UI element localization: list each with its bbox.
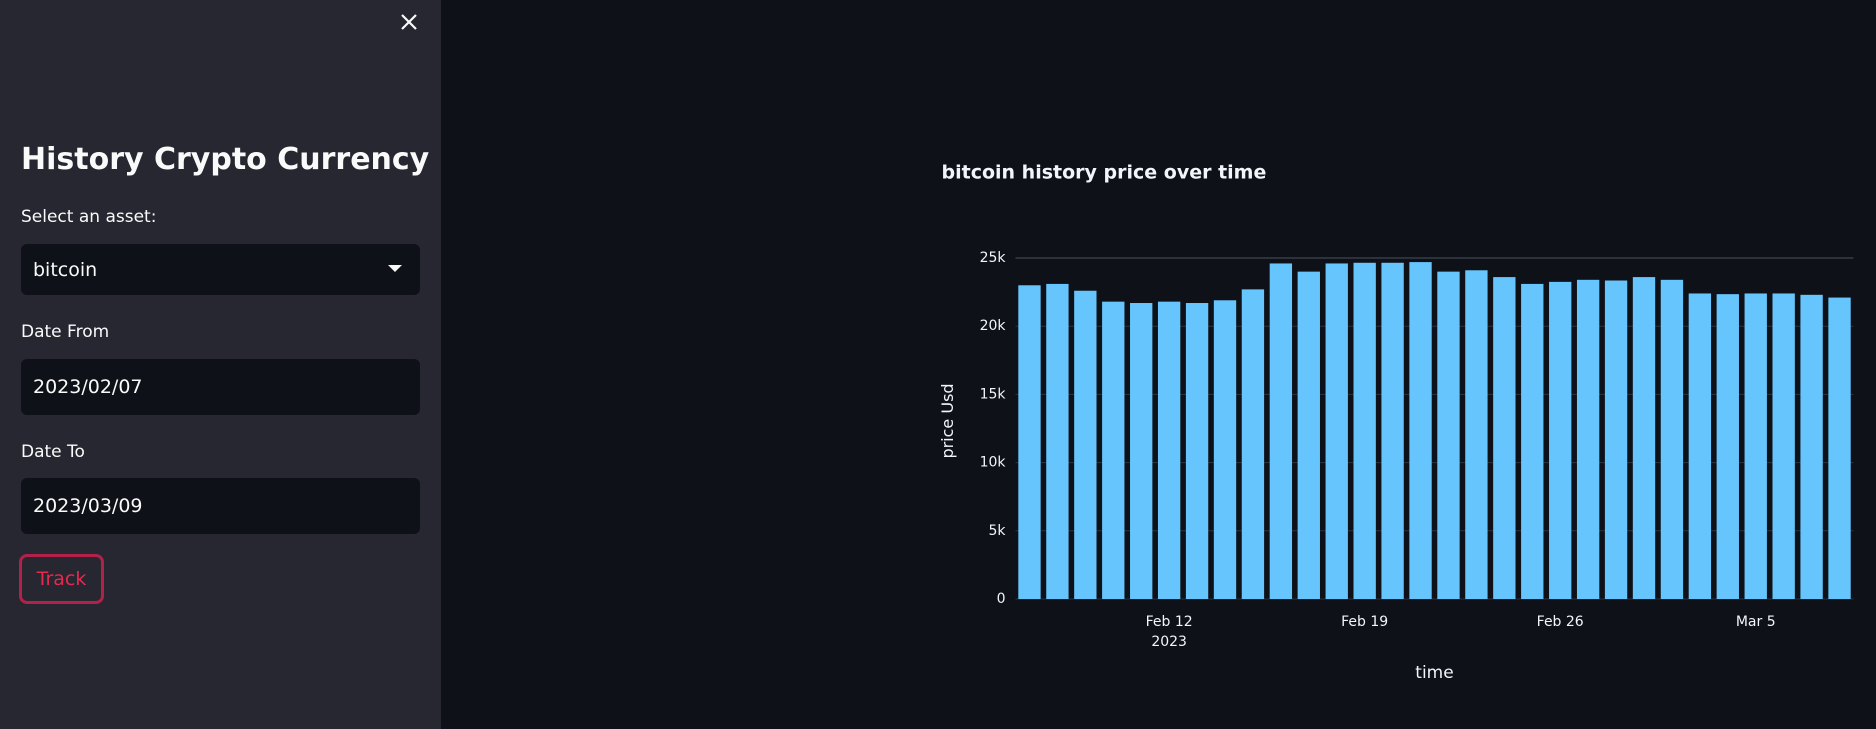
sidebar-title: History Crypto Currency <box>21 142 430 177</box>
bar <box>1130 303 1153 599</box>
date-to-label: Date To <box>21 442 85 462</box>
chart: bitcoin history price over time time pri… <box>938 162 1854 683</box>
bar <box>1576 279 1600 599</box>
bar <box>1353 262 1376 599</box>
bar <box>1632 277 1656 599</box>
bar <box>1269 263 1293 599</box>
date-to-value: 2023/03/09 <box>33 495 143 517</box>
bar <box>1241 289 1265 599</box>
bar <box>1493 277 1516 599</box>
y-tick-label: 25k <box>980 250 1007 266</box>
sidebar: History Crypto Currency Select an asset:… <box>0 0 441 729</box>
date-from-input[interactable]: 2023/02/07 <box>21 359 420 415</box>
dropdown-caret <box>388 265 402 272</box>
bar <box>1046 283 1069 599</box>
bar <box>1409 262 1432 599</box>
close-button[interactable] <box>399 12 419 32</box>
bar <box>1102 301 1125 599</box>
asset-value: bitcoin <box>33 258 98 281</box>
y-tick-label: 10k <box>980 455 1007 471</box>
bar <box>1772 293 1795 599</box>
bar <box>1325 263 1348 599</box>
bar <box>1744 293 1767 599</box>
y-tick-label: 0 <box>997 591 1006 607</box>
y-tick-label: 15k <box>980 386 1007 402</box>
bar <box>1213 300 1237 599</box>
bar <box>1074 290 1097 599</box>
x-tick-label: Feb 19 <box>1341 614 1388 630</box>
bar <box>1465 270 1488 599</box>
bar <box>1157 301 1181 599</box>
bar <box>1549 281 1572 599</box>
date-from-value: 2023/02/07 <box>33 376 143 398</box>
bar <box>1828 297 1851 599</box>
bar <box>1437 271 1460 599</box>
bar <box>1800 294 1823 599</box>
bar <box>1660 279 1684 599</box>
date-to-input[interactable]: 2023/03/09 <box>21 478 420 534</box>
x-tick-label: Mar 5 <box>1736 614 1776 630</box>
bar <box>1018 285 1041 599</box>
y-axis-label: price Usd <box>938 383 957 458</box>
track-button[interactable]: Track <box>19 554 104 604</box>
y-tick-label: 5k <box>988 523 1006 539</box>
chart-title: bitcoin history price over time <box>942 162 1267 184</box>
x-tick-sublabel: 2023 <box>1151 634 1187 650</box>
x-axis-label: time <box>1415 663 1453 683</box>
x-tick-label: Feb 26 <box>1537 614 1584 630</box>
bar <box>1381 262 1404 599</box>
date-from-label: Date From <box>21 322 110 342</box>
bar <box>1604 280 1628 599</box>
bar <box>1521 283 1544 599</box>
bar <box>1688 293 1712 599</box>
bar <box>1297 271 1320 599</box>
bar <box>1716 294 1739 599</box>
bar <box>1185 303 1209 599</box>
asset-label: Select an asset: <box>21 207 157 227</box>
asset-select[interactable]: bitcoin <box>21 244 420 295</box>
y-tick-label: 20k <box>980 318 1007 334</box>
x-tick-label: Feb 12 <box>1146 614 1193 630</box>
